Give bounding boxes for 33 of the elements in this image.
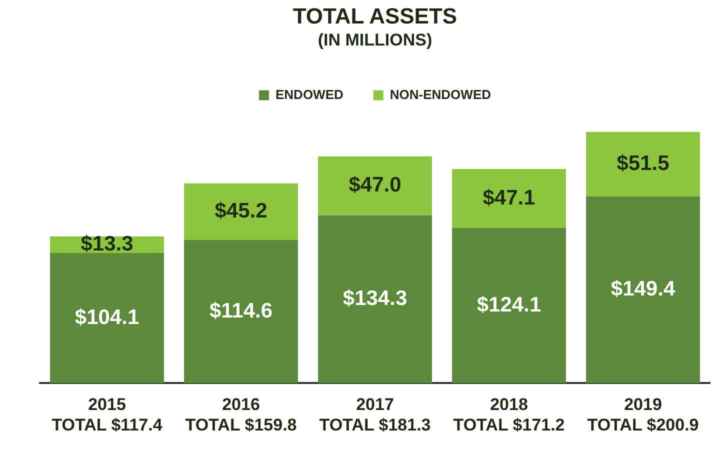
bar xyxy=(318,156,432,216)
data-label: $47.0 xyxy=(348,174,402,197)
total-label: TOTAL $171.2 xyxy=(453,415,565,434)
bar xyxy=(586,196,700,384)
x-tick-label: 2017 xyxy=(356,395,394,414)
bar xyxy=(586,132,700,196)
data-label: $51.5 xyxy=(616,152,670,175)
bar xyxy=(452,228,566,384)
x-tick-label: 2016 xyxy=(222,395,260,414)
data-label: $114.6 xyxy=(209,299,273,322)
x-tick-label: 2018 xyxy=(490,395,528,414)
data-label: $13.3 xyxy=(80,232,134,256)
legend-label: ENDOWED xyxy=(276,86,344,102)
total-label: TOTAL $117.4 xyxy=(52,415,163,434)
data-label: $124.1 xyxy=(476,293,542,316)
total-label: TOTAL $159.8 xyxy=(185,415,297,434)
data-label: $45.2 xyxy=(214,199,268,222)
bar xyxy=(50,252,164,384)
bar xyxy=(318,215,432,384)
data-label: $149.4 xyxy=(610,278,676,301)
total-label: TOTAL $181.3 xyxy=(319,415,431,434)
x-tick-label: 2015 xyxy=(88,395,126,414)
chart-subtitle: (IN MILLIONS) xyxy=(318,30,432,50)
legend-label: NON-ENDOWED xyxy=(390,86,491,102)
data-label: $47.1 xyxy=(482,186,536,210)
x-tick-label: 2019 xyxy=(624,395,662,414)
total-label: TOTAL $200.9 xyxy=(587,415,699,434)
bar xyxy=(184,183,298,240)
bar xyxy=(452,169,566,228)
data-label: $104.1 xyxy=(74,306,140,329)
chart-title: TOTAL ASSETS xyxy=(292,3,458,28)
data-label: $134.3 xyxy=(342,287,408,310)
bar xyxy=(184,240,298,384)
